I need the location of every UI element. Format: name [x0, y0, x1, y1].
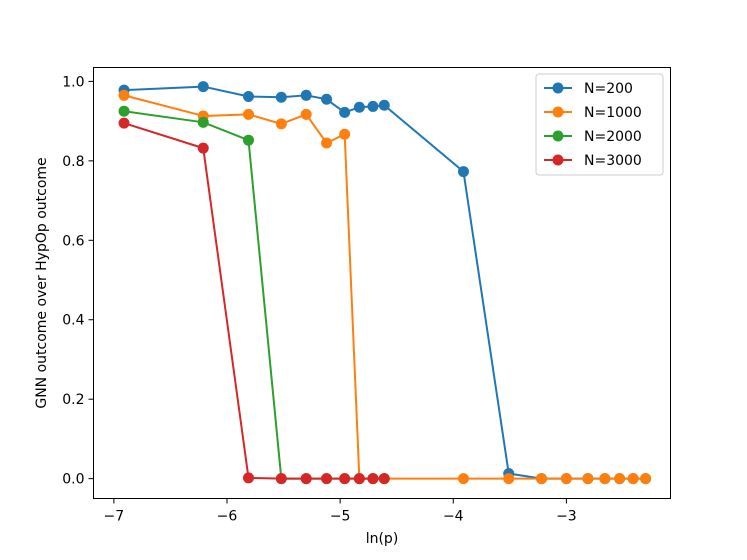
y-tick-label: 0.4: [62, 313, 84, 329]
y-tick-label: 1.0: [62, 74, 84, 90]
data-point: [321, 137, 333, 149]
data-point: [627, 473, 639, 485]
legend-item: N=1000: [544, 105, 642, 121]
legend-label: N=1000: [584, 105, 642, 121]
y-tick-label: 0.6: [62, 233, 84, 249]
x-axis-ticks: −7 −6 −5 −4 −3: [104, 498, 577, 525]
legend-item: N=2000: [544, 129, 642, 145]
data-point: [378, 99, 390, 111]
axes-frame: [93, 67, 671, 499]
y-tick-label: 0.0: [62, 472, 84, 488]
data-point: [300, 473, 312, 485]
data-point: [197, 81, 209, 93]
data-point: [118, 117, 130, 129]
data-point: [300, 89, 312, 101]
legend-marker: [552, 106, 564, 118]
data-point: [118, 89, 130, 101]
data-point: [457, 473, 469, 485]
x-tick-label: −3: [556, 509, 577, 525]
data-point: [275, 473, 287, 485]
data-point: [367, 473, 379, 485]
data-point: [339, 128, 351, 140]
data-point: [242, 472, 254, 484]
data-point: [640, 473, 652, 485]
legend-label: N=200: [584, 81, 633, 97]
data-point: [300, 108, 312, 120]
data-point: [367, 100, 379, 112]
data-point: [197, 116, 209, 128]
data-point: [118, 105, 130, 117]
data-point: [339, 473, 351, 485]
data-point: [536, 473, 548, 485]
y-axis-ticks: 0.0 0.2 0.4 0.6 0.8 1.0: [62, 74, 94, 488]
series-layer: [118, 81, 652, 485]
data-point: [353, 473, 365, 485]
y-axis-label: GNN outcome over HypOp outcome: [34, 157, 50, 408]
legend-box: [535, 73, 664, 176]
data-point: [599, 473, 611, 485]
legend-marker: [552, 154, 564, 166]
legend-marker: [552, 130, 564, 142]
data-point: [242, 90, 254, 102]
series-n-3000: [118, 117, 390, 485]
x-tick-label: −4: [443, 509, 464, 525]
data-point: [242, 108, 254, 120]
data-point: [614, 473, 626, 485]
y-tick-label: 0.2: [62, 392, 84, 408]
data-point: [582, 473, 594, 485]
legend-label: N=2000: [584, 129, 642, 145]
x-tick-label: −6: [217, 509, 238, 525]
y-tick-label: 0.8: [62, 154, 84, 170]
data-point: [353, 101, 365, 113]
data-point: [321, 93, 333, 105]
legend: N=200 N=1000 N=2000 N=3000: [535, 73, 664, 176]
data-point: [275, 118, 287, 130]
data-point: [275, 91, 287, 103]
data-point: [378, 473, 390, 485]
data-point: [560, 473, 572, 485]
data-point: [197, 142, 209, 154]
data-point: [242, 134, 254, 146]
data-point: [339, 106, 351, 118]
legend-marker: [552, 82, 564, 94]
x-tick-label: −5: [330, 509, 351, 525]
x-tick-label: −7: [104, 509, 125, 525]
x-axis-label: ln(p): [366, 531, 399, 547]
legend-label: N=3000: [584, 153, 642, 169]
series-line: [123, 122, 385, 480]
legend-item: N=200: [544, 81, 633, 97]
data-point: [457, 166, 469, 178]
data-point: [503, 473, 515, 485]
data-point: [321, 473, 333, 485]
legend-item: N=3000: [544, 153, 642, 169]
